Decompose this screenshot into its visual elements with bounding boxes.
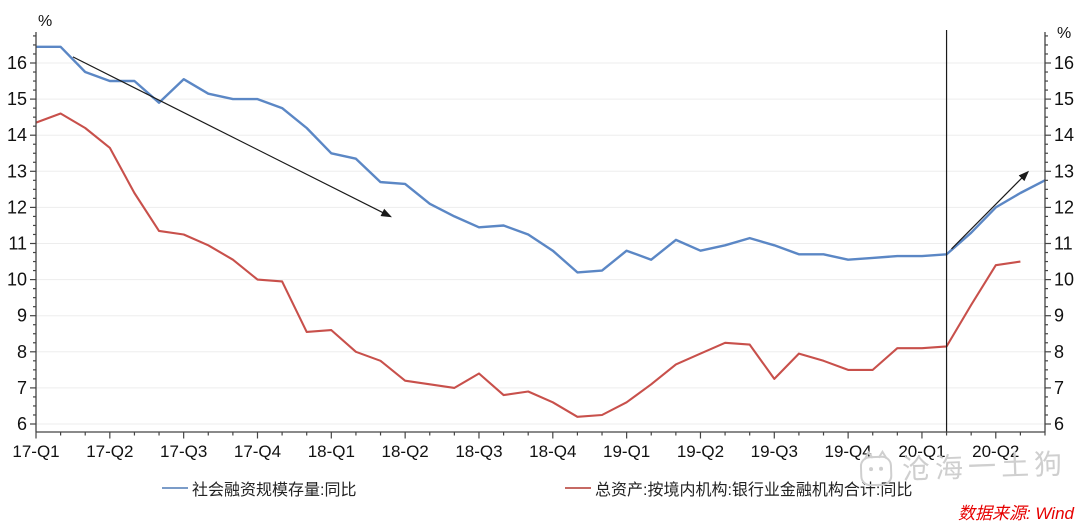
y-tick-label-left: 16 [7,53,27,73]
y-tick-label-left: 6 [17,414,27,434]
y-tick-label-right: 10 [1054,270,1074,290]
y-tick-label-right: 9 [1054,306,1064,326]
y-tick-label-right: 15 [1054,89,1074,109]
x-tick-label: 17-Q4 [234,442,281,461]
y-tick-label-left: 7 [17,378,27,398]
series-bank-assets-line [35,112,1021,418]
y-tick-label-right: 11 [1054,234,1073,254]
y-tick-label-right: 12 [1054,197,1074,217]
y-tick-label-left: 15 [7,89,27,109]
y-tick-label-right: 6 [1054,414,1064,434]
y-tick-label-left: 10 [7,270,27,290]
y-tick-label-left: 9 [17,306,27,326]
y-tick-label-right: 16 [1054,53,1074,73]
y-tick-label-right: 8 [1054,342,1064,362]
trend-arrow-down [72,56,392,218]
y-tick-label-left: 14 [7,125,27,145]
y-tick-label-left: 11 [8,234,27,254]
x-tick-label: 17-Q1 [12,442,59,461]
x-tick-label: 20-Q1 [898,442,945,461]
series-social-financing-line [36,45,1046,274]
legend-swatch-red-icon [565,487,591,489]
legend-item-social-financing: 社会融资规模存量:同比 [162,476,356,500]
x-tick-label: 18-Q3 [455,442,502,461]
data-source-credit: 数据来源: Wind [957,504,1074,523]
x-tick-label: 18-Q1 [308,442,355,461]
x-tick-label: 19-Q1 [603,442,650,461]
x-tick-label: 17-Q3 [160,442,207,461]
y-tick-label-right: 7 [1054,378,1064,398]
x-tick-label: 19-Q2 [677,442,724,461]
x-tick-label: 19-Q3 [751,442,798,461]
x-tick-label: 20-Q2 [972,442,1019,461]
y-axis-unit-right: % [1057,25,1071,42]
y-tick-label-left: 12 [7,197,27,217]
chart-legend: 社会融资规模存量:同比 总资产:按境内机构:银行业金融机构合计:同比 [0,476,1080,500]
y-tick-label-left: 13 [7,161,27,181]
y-tick-label-right: 14 [1054,125,1074,145]
x-tick-label: 18-Q2 [382,442,429,461]
legend-label-bank-assets: 总资产:按境内机构:银行业金融机构合计:同比 [595,482,913,499]
legend-label-social-financing: 社会融资规模存量:同比 [192,482,357,499]
x-tick-label: 18-Q4 [529,442,576,461]
y-tick-label-left: 8 [17,342,27,362]
trend-arrow-up [951,170,1030,250]
x-tick-label: 19-Q4 [824,442,871,461]
legend-swatch-blue-icon [162,487,188,489]
y-axis-unit-left: % [38,13,52,30]
y-tick-label-right: 13 [1054,161,1074,181]
x-tick-label: 17-Q2 [86,442,133,461]
legend-item-bank-assets: 总资产:按境内机构:银行业金融机构合计:同比 [565,476,912,500]
